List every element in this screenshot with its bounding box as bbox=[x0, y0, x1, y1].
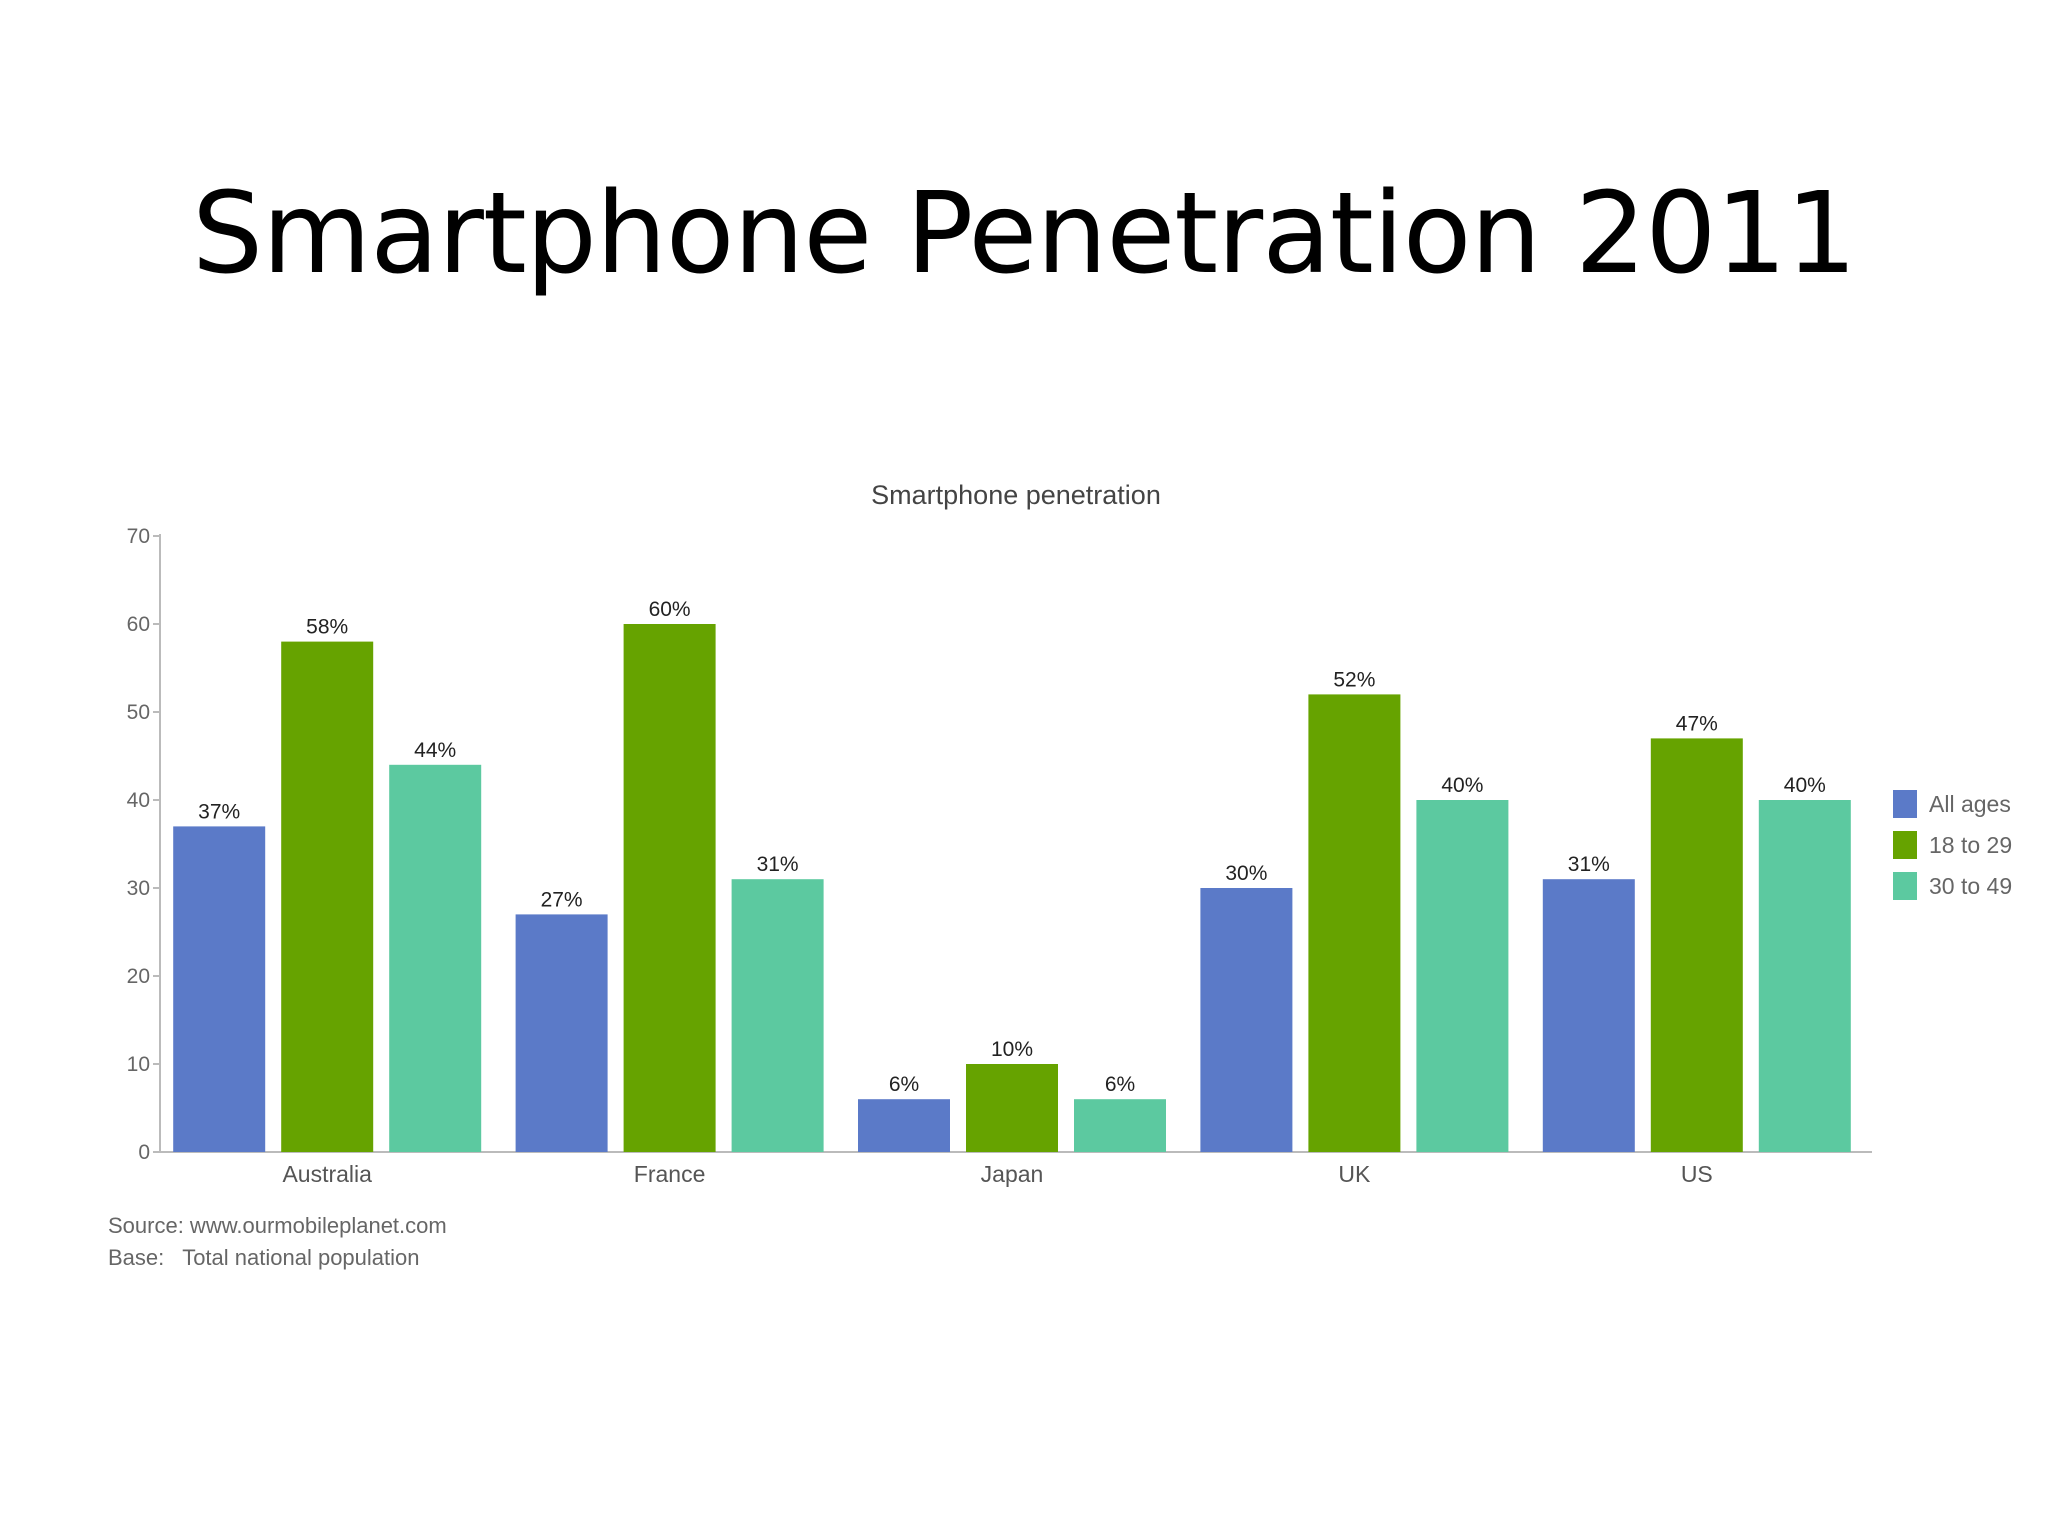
y-tick-label: 60 bbox=[127, 613, 150, 636]
legend-swatch bbox=[1893, 872, 1917, 900]
source-note: Source: www.ourmobileplanet.com bbox=[108, 1213, 447, 1238]
x-category-label: US bbox=[1681, 1161, 1713, 1187]
bar-group-france: 27% 60% 31% France bbox=[515, 598, 824, 1187]
chart-footnote: Source: www.ourmobileplanet.com Base: To… bbox=[108, 1210, 447, 1274]
legend-label: 18 to 29 bbox=[1929, 832, 2012, 858]
bar-data-label: 52% bbox=[1333, 668, 1375, 691]
bar-data-label: 44% bbox=[414, 739, 456, 762]
bar-data-label: 30% bbox=[1225, 862, 1267, 885]
y-tick-label: 40 bbox=[127, 789, 150, 812]
bar bbox=[281, 641, 374, 1152]
y-tick-label: 50 bbox=[127, 701, 150, 724]
bar bbox=[173, 826, 266, 1152]
bar bbox=[1758, 800, 1851, 1152]
bar-data-label: 31% bbox=[1568, 853, 1610, 876]
legend-item: 30 to 49 bbox=[1893, 872, 2012, 900]
bar bbox=[1542, 879, 1635, 1152]
bar bbox=[1416, 800, 1509, 1152]
legend-swatch bbox=[1893, 831, 1917, 859]
legend-label: All ages bbox=[1929, 791, 2011, 817]
y-tick-label: 20 bbox=[127, 965, 150, 988]
bar bbox=[1200, 888, 1293, 1152]
bar-data-label: 47% bbox=[1676, 712, 1718, 735]
bar bbox=[1650, 738, 1743, 1152]
bar bbox=[1308, 694, 1401, 1152]
y-tick-label: 70 bbox=[127, 525, 150, 548]
legend-label: 30 to 49 bbox=[1929, 873, 2012, 899]
bar-data-label: 37% bbox=[198, 800, 240, 823]
bar-data-label: 40% bbox=[1784, 774, 1826, 797]
chart-bars: 37%58%44%Australia27%60%31%France6%10%6%… bbox=[173, 598, 1851, 1187]
bar bbox=[515, 914, 608, 1152]
x-category-label: France bbox=[634, 1161, 706, 1187]
legend-swatch bbox=[1893, 790, 1917, 818]
y-tick-label: 10 bbox=[127, 1053, 150, 1076]
bar-group-uk: 30% 52% 40% UK bbox=[1200, 668, 1509, 1187]
bar-data-label: 27% bbox=[541, 888, 583, 911]
bar-data-label: 31% bbox=[757, 853, 799, 876]
bar-data-label: 60% bbox=[649, 598, 691, 621]
bar-group-australia: 37% 58% 44% Australia bbox=[173, 616, 482, 1187]
bar-data-label: 40% bbox=[1441, 774, 1483, 797]
bar bbox=[389, 764, 482, 1152]
bar bbox=[731, 879, 824, 1152]
bar-group-japan: 6% 10% 6% Japan bbox=[858, 1038, 1166, 1187]
legend-item: All ages bbox=[1893, 790, 2011, 818]
x-category-label: Australia bbox=[282, 1161, 372, 1187]
chart-legend: All ages 18 to 29 30 to 49 bbox=[1893, 790, 2012, 900]
x-category-label: UK bbox=[1338, 1161, 1371, 1187]
bar-data-label: 58% bbox=[306, 616, 348, 639]
bar bbox=[1074, 1099, 1166, 1152]
bar bbox=[966, 1064, 1058, 1152]
legend-item: 18 to 29 bbox=[1893, 831, 2012, 859]
bar-data-label: 6% bbox=[889, 1073, 919, 1096]
bar bbox=[623, 624, 716, 1152]
bar-data-label: 10% bbox=[991, 1038, 1033, 1061]
bar-group-us: 31% 47% 40% US bbox=[1542, 712, 1851, 1187]
y-tick-label: 30 bbox=[127, 877, 150, 900]
bar-data-label: 6% bbox=[1105, 1073, 1135, 1096]
slide-title: Smartphone Penetration 2011 bbox=[192, 169, 1857, 299]
base-note: Base: Total national population bbox=[108, 1245, 420, 1270]
bar-chart: Smartphone penetration 0 10 20 30 40 50 60 70 3… bbox=[127, 480, 2013, 1187]
chart-title: Smartphone penetration bbox=[871, 480, 1161, 510]
y-tick-label: 0 bbox=[138, 1141, 150, 1164]
x-category-label: Japan bbox=[981, 1161, 1044, 1187]
bar bbox=[858, 1099, 950, 1152]
